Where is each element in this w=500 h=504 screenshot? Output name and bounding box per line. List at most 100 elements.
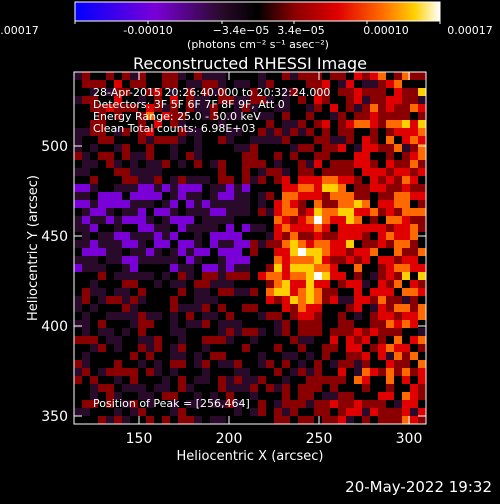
image-pixel [242, 272, 250, 280]
image-pixel [218, 200, 226, 208]
image-pixel [250, 208, 258, 216]
image-pixel [194, 256, 202, 264]
image-pixel [258, 288, 266, 296]
colorbar-tick-label: 3.4e−05 [277, 24, 324, 37]
image-pixel [330, 184, 338, 192]
image-pixel [146, 360, 154, 368]
image-pixel [314, 192, 322, 200]
image-pixel [282, 320, 290, 328]
image-pixel [178, 304, 186, 312]
image-pixel [410, 384, 418, 392]
image-pixel [82, 120, 90, 128]
image-pixel [106, 80, 114, 88]
image-pixel [242, 376, 250, 384]
image-pixel [378, 144, 386, 152]
image-pixel [186, 304, 194, 312]
image-pixel [114, 376, 122, 384]
image-pixel [346, 248, 354, 256]
image-pixel [346, 128, 354, 136]
image-pixel [258, 112, 266, 120]
image-pixel [82, 328, 90, 336]
image-pixel [226, 152, 234, 160]
image-pixel [210, 392, 218, 400]
image-pixel [346, 72, 354, 80]
image-pixel [114, 80, 122, 88]
image-pixel [178, 376, 186, 384]
image-pixel [242, 128, 250, 136]
image-pixel [258, 280, 266, 288]
image-pixel [386, 360, 394, 368]
image-pixel [130, 144, 138, 152]
image-pixel [154, 128, 162, 136]
image-pixel [354, 176, 362, 184]
image-pixel [218, 376, 226, 384]
image-pixel [298, 96, 306, 104]
image-pixel [330, 112, 338, 120]
image-pixel [130, 336, 138, 344]
image-pixel [370, 288, 378, 296]
image-pixel [362, 384, 370, 392]
image-pixel [226, 368, 234, 376]
image-pixel [162, 200, 170, 208]
image-pixel [114, 344, 122, 352]
image-pixel [370, 208, 378, 216]
image-pixel [266, 176, 274, 184]
image-pixel [74, 336, 82, 344]
image-pixel [106, 128, 114, 136]
image-pixel [210, 272, 218, 280]
image-pixel [282, 136, 290, 144]
image-pixel [250, 352, 258, 360]
image-pixel [154, 88, 162, 96]
image-pixel [210, 200, 218, 208]
image-pixel [314, 408, 322, 416]
image-pixel [322, 184, 330, 192]
image-pixel [330, 152, 338, 160]
image-pixel [74, 344, 82, 352]
image-pixel [138, 136, 146, 144]
image-pixel [122, 112, 130, 120]
image-pixel [274, 72, 282, 80]
image-pixel [74, 144, 82, 152]
image-pixel [306, 376, 314, 384]
image-pixel [298, 216, 306, 224]
image-pixel [338, 200, 346, 208]
image-pixel [418, 272, 426, 280]
image-pixel [378, 272, 386, 280]
image-pixel [106, 336, 114, 344]
image-pixel [354, 88, 362, 96]
image-pixel [298, 192, 306, 200]
image-pixel [354, 312, 362, 320]
image-pixel [298, 104, 306, 112]
image-pixel [258, 344, 266, 352]
image-pixel [82, 248, 90, 256]
image-pixel [186, 192, 194, 200]
image-pixel [346, 400, 354, 408]
image-pixel [354, 128, 362, 136]
image-pixel [194, 312, 202, 320]
image-pixel [282, 160, 290, 168]
image-pixel [306, 280, 314, 288]
image-pixel [218, 384, 226, 392]
image-pixel [378, 88, 386, 96]
image-pixel [242, 208, 250, 216]
image-pixel [362, 416, 370, 424]
image-pixel [194, 72, 202, 80]
image-pixel [370, 184, 378, 192]
image-pixel [250, 136, 258, 144]
image-pixel [338, 280, 346, 288]
image-pixel [394, 376, 402, 384]
image-pixel [266, 120, 274, 128]
image-pixel [402, 392, 410, 400]
image-pixel [282, 184, 290, 192]
image-pixel [354, 248, 362, 256]
image-pixel [90, 152, 98, 160]
image-pixel [90, 304, 98, 312]
image-pixel [258, 72, 266, 80]
image-pixel [226, 320, 234, 328]
image-pixel [298, 368, 306, 376]
image-pixel [274, 400, 282, 408]
image-pixel [98, 328, 106, 336]
image-pixel [386, 136, 394, 144]
image-pixel [122, 352, 130, 360]
image-pixel [250, 296, 258, 304]
